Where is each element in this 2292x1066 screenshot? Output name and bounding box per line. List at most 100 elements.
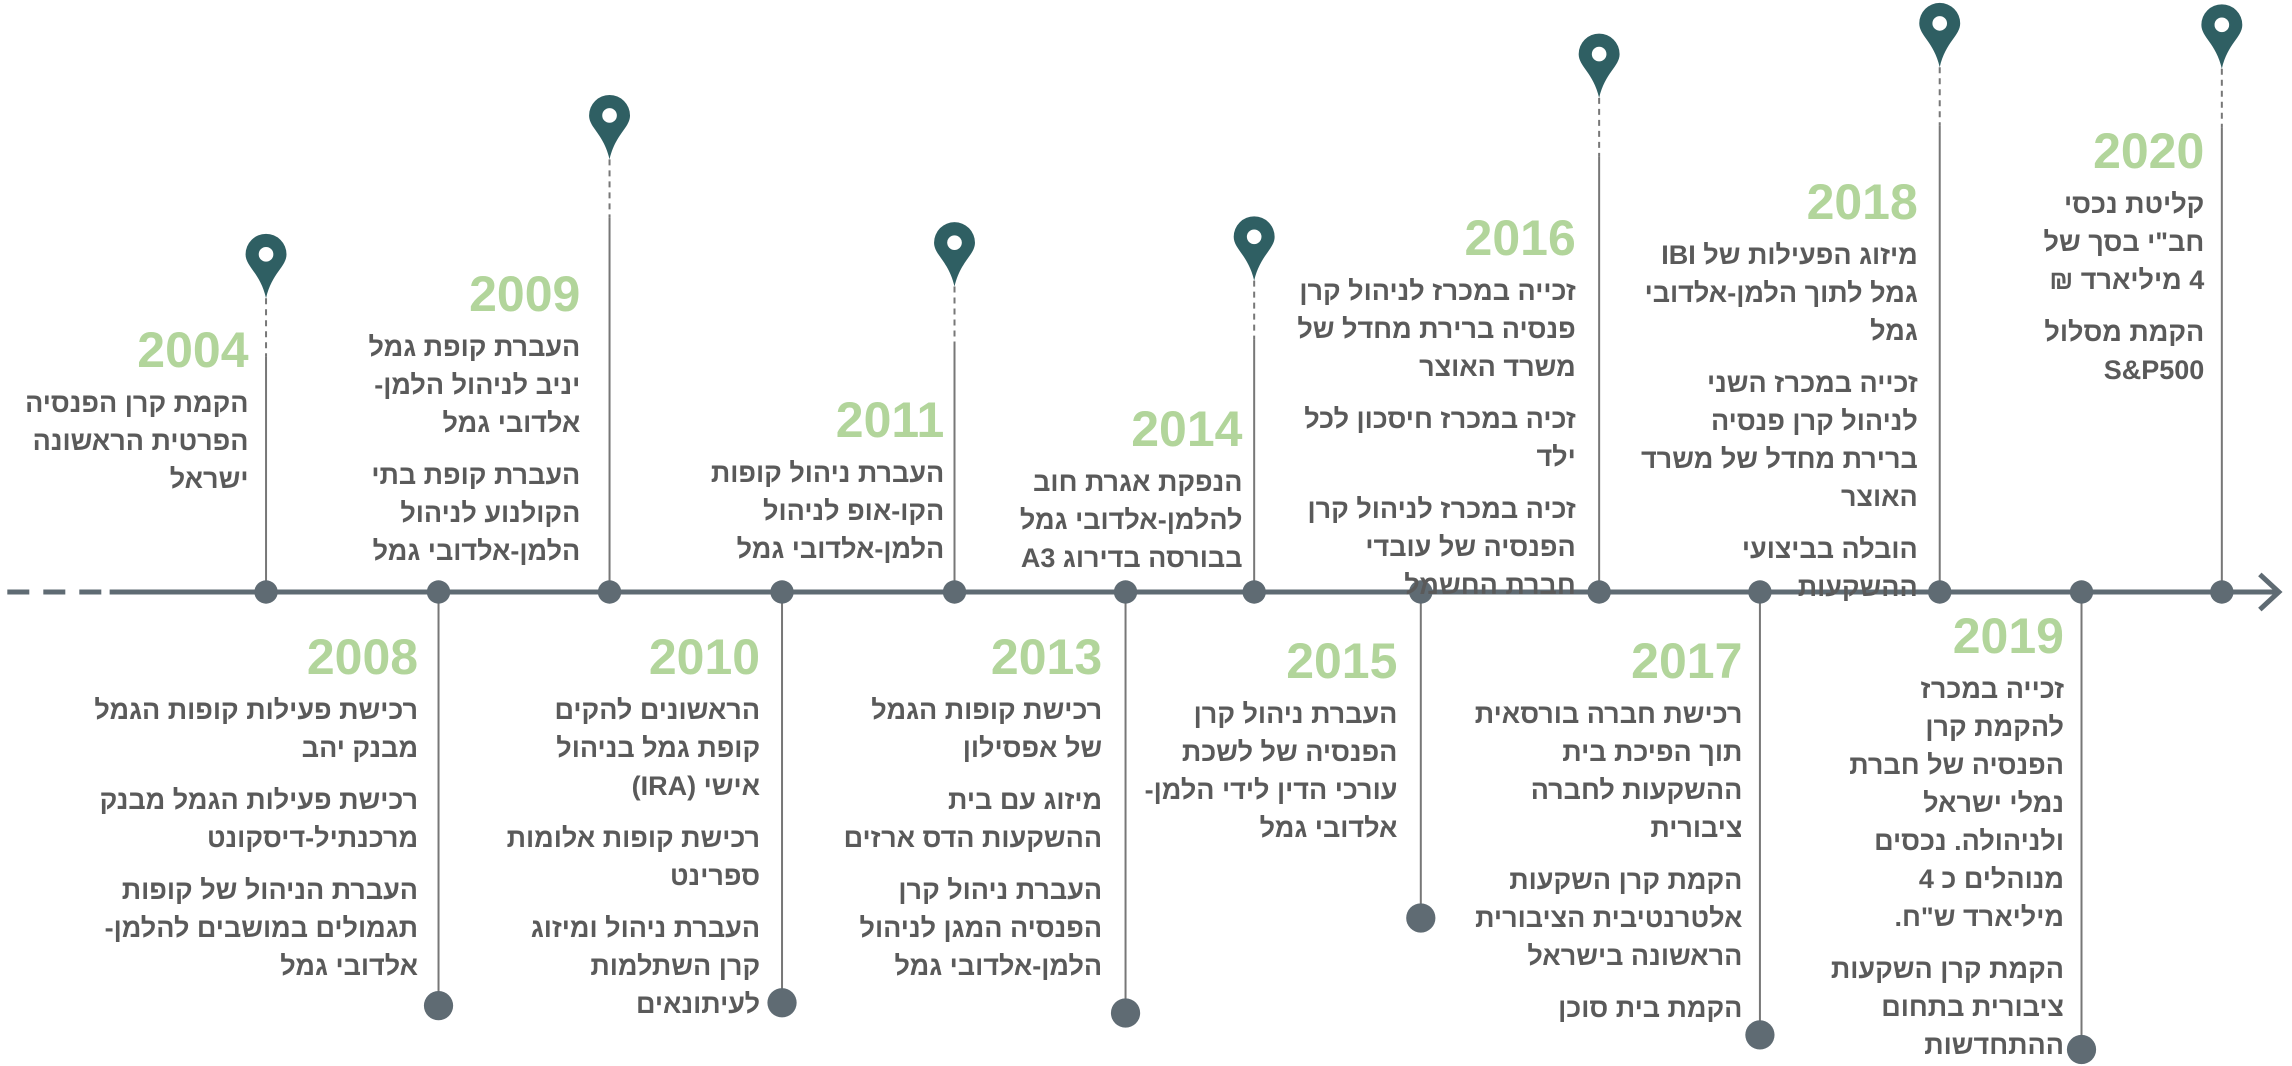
timeline-dot	[1748, 580, 1772, 604]
event-line: העברת קופת בתי	[371, 460, 581, 491]
event-year: 2004	[137, 321, 249, 378]
event-line: הקמת בית סוכן	[1558, 992, 1743, 1023]
timeline-dot	[1113, 580, 1138, 604]
event-line: 4 מיליארד ₪	[2049, 264, 2205, 295]
event-text: 2019 זכייה במכרז להקמת קרן הפנסיה של חברת נמ…	[1831, 608, 2064, 1066]
event-line: הקמת קרן השקעות	[1830, 954, 2064, 985]
end-dot	[423, 991, 454, 1021]
event-year: 2010	[648, 628, 761, 685]
event-line: אלדובי גמל	[442, 408, 581, 439]
event-line: ציבורית	[1650, 812, 1743, 843]
event-paragraph: מיזוג עם בית ההשקעות הדס ארזים	[844, 781, 1103, 857]
event-text: 2011 העברת ניהול קופות הקו-אופ לניהול הלמן-…	[711, 392, 944, 582]
event-paragraph: העברת ניהול קרן הפנסיה של לשכת עורכי הדין …	[1145, 695, 1398, 847]
event-year: 2009	[469, 266, 581, 323]
event-line: מיזוג הפעילות של IBI	[1661, 239, 1918, 270]
timeline-dot	[1409, 580, 1433, 604]
event-paragraph: זכייה במכרז השני לניהול קרן פנסיה ברירת מח…	[1641, 364, 1918, 516]
event-line: מיליארד ש"ח.	[1894, 902, 2064, 933]
event-line: העברת ניהול קרן	[1193, 698, 1398, 729]
timeline-dot	[2069, 580, 2094, 604]
pin-hole	[1932, 16, 1948, 31]
event-line: העברת ניהול ומיזוג	[530, 912, 761, 943]
event-year: 2017	[1631, 632, 1743, 689]
timeline-dot	[1587, 580, 1611, 604]
event-line: הלמן-אלדובי גמל	[894, 950, 1103, 981]
timeline-dot	[254, 580, 278, 604]
event-line: אלטרנטיבית הציבורית	[1475, 902, 1743, 933]
event-line: ההשקעות לחברה	[1530, 774, 1743, 805]
pin	[589, 94, 631, 160]
event-paragraph: רכישת פעילות קופות הגמל מבנק יהב	[94, 691, 418, 767]
event-line: הראשונים להקים	[554, 694, 761, 725]
pin	[934, 222, 975, 287]
event-line: אישי (IRA)	[631, 770, 761, 801]
event-line: העברת ניהול קרן	[898, 874, 1103, 905]
end-dot	[1745, 1020, 1775, 1050]
event-line: ברירת מחדל של משרד	[1640, 443, 1918, 474]
event-line: חב"י בסך של	[2043, 226, 2205, 257]
event-line: הקמת קרן השקעות	[1509, 864, 1743, 895]
event-paragraph: העברת ניהול קרן הפנסיה המגן לניהול הלמן-אל…	[844, 871, 1103, 985]
event-paragraph: רכישת חברה בורסאית תוך הפיכת בית ההשקעות ל…	[1475, 695, 1743, 847]
event-paragraph: הקמת בית סוכן	[1475, 989, 1743, 1027]
event-line: פנסיה ברירת מחדל של	[1297, 314, 1576, 345]
pin-hole	[602, 108, 617, 123]
event-line: ההשקעות הדס ארזים	[843, 822, 1103, 853]
event-paragraph: הקמת קרן השקעות אלטרנטיבית הציבורית הראשונ…	[1475, 861, 1743, 975]
event-line: מיזוג עם בית	[948, 784, 1103, 815]
axis-arrow	[2258, 572, 2283, 612]
event-line: אלדובי גמל	[280, 950, 419, 981]
event-line: רכישת פעילות קופות הגמל	[94, 694, 419, 725]
event-text: 2016 זכייה במכרז לניהול קרן פנסיה ברירת מח…	[1297, 210, 1575, 618]
event-line: הפרטית הראשונה	[32, 425, 249, 456]
timeline-dot	[942, 580, 967, 604]
event-line: לעיתונאים	[635, 988, 761, 1019]
event-year: 2016	[1464, 210, 1576, 267]
timeline-dot	[426, 580, 451, 604]
event-text: 2008 רכישת פעילות קופות הגמל מבנק יהב רכישת…	[94, 629, 418, 999]
event-line: הראשונה בישראל	[1527, 940, 1743, 971]
event-line: רכישת פעילות הגמל מבנק	[99, 784, 419, 815]
event-line: רכישת קופות הגמל	[871, 694, 1103, 725]
event-paragraph: הראשונים להקים קופת גמל בניהול אישי (IRA)	[507, 691, 760, 805]
event-text: 2014 הנפקת אגרת חוב להלמן-אלדובי גמל בבורסה…	[1020, 401, 1243, 591]
event-line: אלדובי גמל	[1259, 812, 1398, 843]
event-year: 2020	[2093, 122, 2205, 179]
event-paragraph: העברת ניהול ומיזוג קרן השתלמות לעיתונאים	[507, 909, 760, 1023]
event-line: הקמת קרן הפנסיה	[25, 387, 249, 418]
event-paragraph: העברת הניהול של קופות תגמולים במושבים להל…	[94, 871, 418, 985]
event-line: הובלה בביצועי	[1741, 533, 1918, 564]
event-line: ספרינט	[669, 860, 761, 891]
event-line: רכישת קופות אלומות	[506, 822, 761, 853]
event-line: מבנק יהב	[301, 732, 419, 763]
event-line: ההשקעות	[1797, 571, 1918, 602]
event-line: זכייה במכרז	[1920, 674, 2064, 705]
event-year: 2011	[835, 391, 945, 448]
event-paragraph: העברת קופת גמל יניב לניהול הלמן- אלדובי גמ…	[368, 328, 580, 442]
event-line: S&P500	[2103, 354, 2205, 385]
event-line: זכייה במכרז השני	[1706, 367, 1918, 398]
event-paragraph: זכיה במכרז חיסכון לכל ילד	[1297, 400, 1575, 476]
event-text: 2009 העברת קופת גמל יניב לניהול הלמן- אלדוב…	[368, 266, 580, 584]
event-line: זכיה במכרז לניהול קרן	[1307, 494, 1576, 525]
event-line: תוך הפיכת בית	[1562, 736, 1743, 767]
event-paragraph: זכייה במכרז לניהול קרן פנסיה ברירת מחדל ש…	[1297, 272, 1575, 386]
event-line: זכיה במכרז חיסכון לכל	[1304, 404, 1576, 435]
timeline-dot	[1928, 580, 1952, 604]
event-paragraph: רכישת קופות הגמל של אפסילון	[844, 691, 1103, 767]
event-paragraph: הנפקת אגרת חוב להלמן-אלדובי גמל בבורסה בדי…	[1020, 463, 1243, 577]
event-line: להקמת קרן	[1925, 712, 2064, 743]
event-text: 2020 קליטת נכסי חב"י בסך של 4 מיליארד ₪ הקמת…	[2044, 123, 2205, 403]
pin	[1578, 33, 1620, 98]
event-line: יניב לניהול הלמן-	[374, 370, 581, 401]
event-line: הקמת מסלול	[2044, 316, 2205, 347]
event-line: בבורסה בדירוג A3	[1020, 542, 1243, 573]
event-year: 2019	[1952, 608, 2064, 665]
event-line: קרן השתלמות	[590, 950, 761, 981]
pin	[245, 233, 287, 299]
pin-hole	[947, 235, 962, 250]
event-year: 2008	[306, 628, 419, 685]
event-line: קופת גמל בניהול	[556, 732, 761, 763]
event-line: נמלי ישראל	[1923, 788, 2064, 819]
